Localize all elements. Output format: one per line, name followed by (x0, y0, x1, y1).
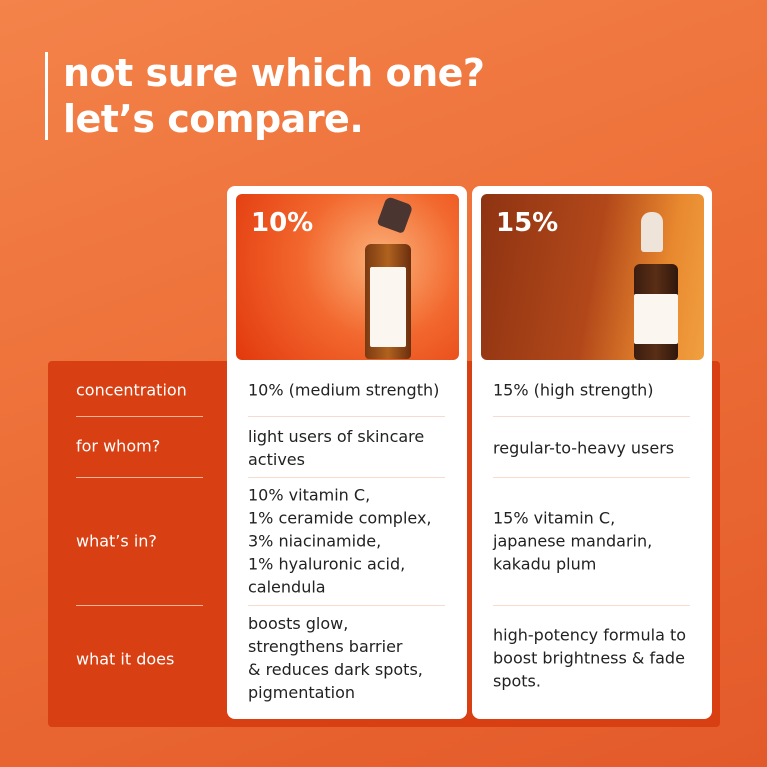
bottle-label (370, 267, 406, 347)
dropper-cap-icon (641, 212, 663, 252)
title-line-1: not sure which one? (63, 51, 485, 95)
cell-whats-in: 10% vitamin C, 1% ceramide complex, 3% n… (248, 485, 432, 597)
divider (493, 416, 690, 417)
dropper-cap-icon (376, 196, 414, 234)
divider (248, 605, 445, 606)
divider (76, 416, 203, 417)
concentration-badge: 15% (496, 208, 559, 238)
product-card-15: 15% 15% (high strength) regular-to-heavy… (472, 186, 712, 719)
cell-what-it-does: boosts glow, strengthens barrier & reduc… (248, 614, 423, 702)
divider (76, 477, 203, 478)
cell-concentration: 15% (high strength) (493, 380, 654, 400)
product-image: 10% (236, 194, 459, 360)
divider (248, 477, 445, 478)
page-title: not sure which one? let’s compare. (63, 50, 485, 142)
title-accent-bar (45, 52, 48, 140)
product-card-10: 10% 10% (medium strength) light users of… (227, 186, 467, 719)
title-line-2: let’s compare. (63, 97, 364, 141)
divider (493, 605, 690, 606)
divider (248, 416, 445, 417)
row-label-whats-in: what’s in? (76, 531, 157, 551)
cell-whats-in: 15% vitamin C, japanese mandarin, kakadu… (493, 508, 653, 574)
cell-concentration: 10% (medium strength) (248, 380, 440, 400)
concentration-badge: 10% (251, 208, 314, 238)
row-label-concentration: concentration (76, 380, 187, 400)
divider (76, 605, 203, 606)
cell-for-whom: light users of skincare actives (248, 427, 425, 469)
product-image: 15% (481, 194, 704, 360)
divider (493, 477, 690, 478)
bottle-label (634, 294, 678, 344)
row-label-what-it-does: what it does (76, 649, 175, 669)
cell-what-it-does: high-potency formula to boost brightness… (493, 625, 687, 691)
row-label-for-whom: for whom? (76, 436, 161, 456)
cell-for-whom: regular-to-heavy users (493, 438, 675, 458)
